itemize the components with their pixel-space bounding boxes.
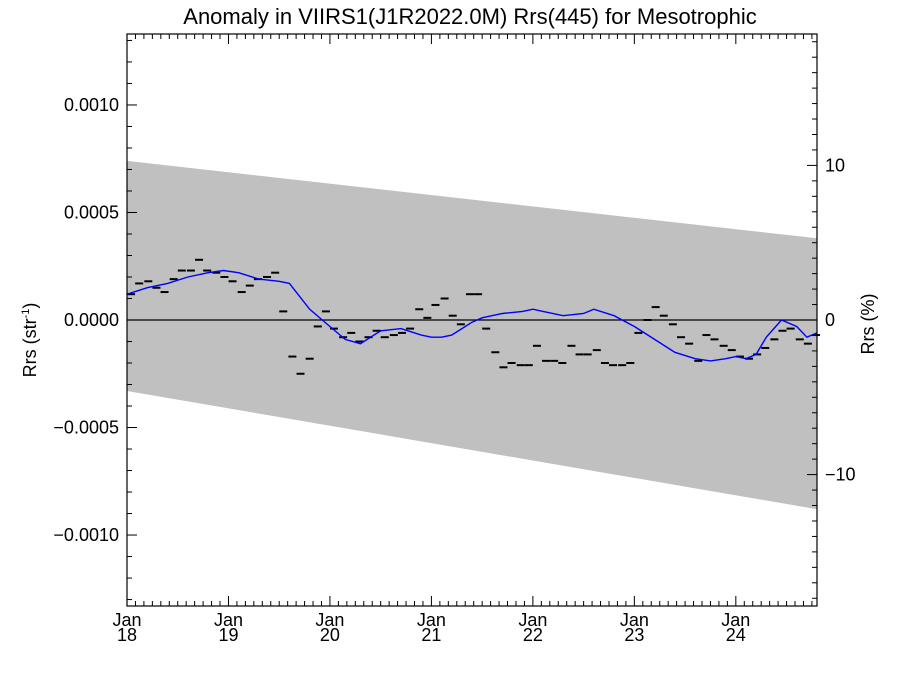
x-tick-year: 22	[523, 625, 543, 645]
y-tick-label: 0.0010	[64, 95, 119, 115]
x-tick-year: 23	[624, 625, 644, 645]
x-tick-month: Jan	[214, 610, 243, 630]
x-tick-month: Jan	[112, 610, 141, 630]
x-tick-month: Jan	[518, 610, 547, 630]
y2-tick-label: 0	[825, 310, 835, 330]
chart-title: Anomaly in VIIRS1(J1R2022.0M) Rrs(445) f…	[183, 4, 756, 29]
y-tick-label: 0.0005	[64, 202, 119, 222]
x-tick-year: 20	[320, 625, 340, 645]
plot-area	[126, 160, 820, 510]
axes: 0.0010 0.0005 0.0000 −0.0005 −0.0010 10 0 −10 Ja…	[53, 33, 856, 645]
x-tick-month: Jan	[417, 610, 446, 630]
y-axis-label-right: Rrs (%)	[858, 294, 878, 355]
x-tick-year: 21	[421, 625, 441, 645]
y-tick-label: 0.0000	[64, 310, 119, 330]
x-tick-year: 19	[218, 625, 238, 645]
y2-tick-label: 10	[825, 155, 845, 175]
x-tick-month: Jan	[315, 610, 344, 630]
x-tick-year: 24	[726, 625, 746, 645]
y-axis-label-left-close: )	[20, 303, 40, 309]
x-tick-month: Jan	[620, 610, 649, 630]
y-axis-label-left-sup: -1	[20, 309, 32, 319]
x-tick-year: 18	[117, 625, 137, 645]
x-tick-month: Jan	[721, 610, 750, 630]
smooth-line	[126, 269, 818, 362]
y-tick-label: −0.0010	[53, 525, 119, 545]
y2-tick-label: −10	[825, 465, 856, 485]
y-axis-label-left-text: Rrs (str	[20, 318, 40, 377]
uncertainty-band	[127, 160, 817, 510]
y-axis-label-left: Rrs (str-1)	[20, 303, 40, 378]
y-tick-label: −0.0005	[53, 418, 119, 438]
